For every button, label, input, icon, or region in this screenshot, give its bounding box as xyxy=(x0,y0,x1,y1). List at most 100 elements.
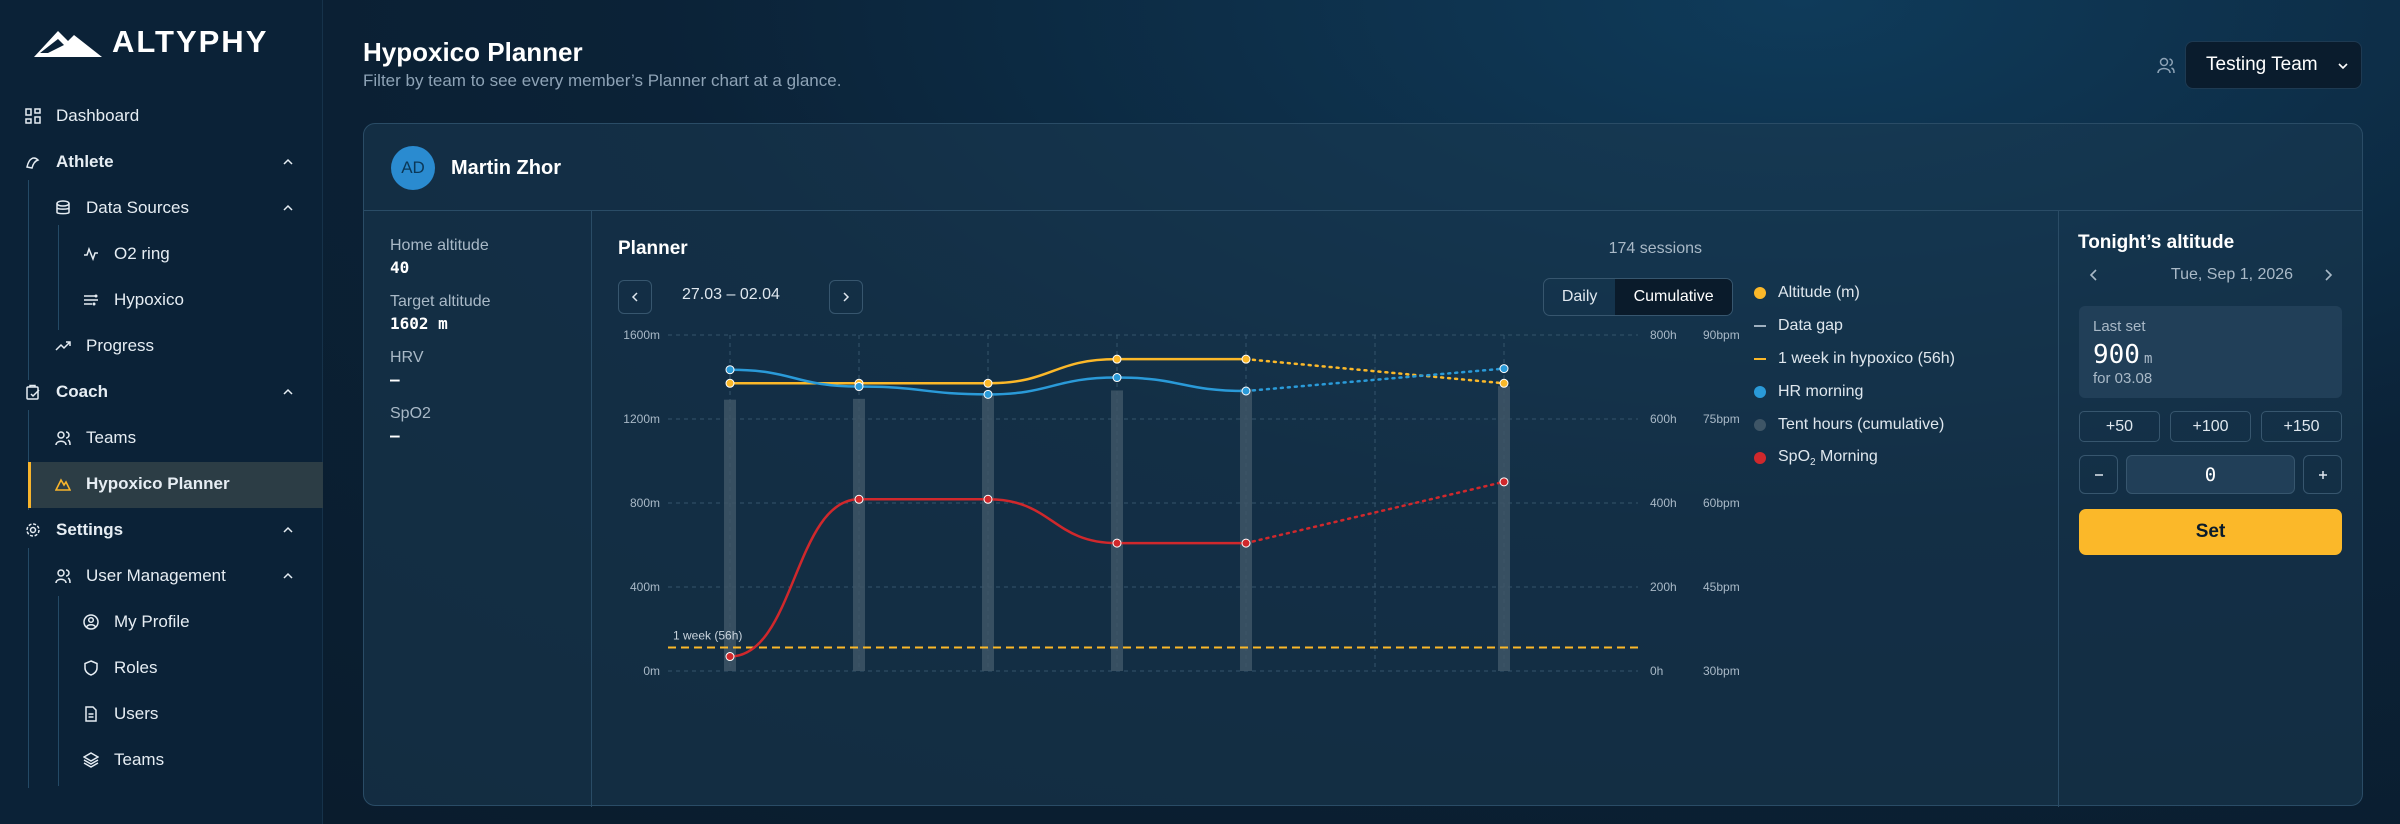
stat-value-home-altitude: 40 xyxy=(390,258,410,277)
sidebar-item-o2-ring[interactable]: O2 ring xyxy=(82,232,170,276)
y-tick-hours: 600h xyxy=(1650,412,1677,426)
stat-label-spo2: SpO2 xyxy=(390,405,431,422)
planner-chart: 1600m 1200m 800m 400m 0m 800h 600h 400h 200h 0h 90… xyxy=(623,328,1740,678)
sidebar-item-label: Users xyxy=(114,704,159,723)
database-icon xyxy=(54,199,72,217)
legend-label: Altitude (m) xyxy=(1778,284,1860,301)
series-point xyxy=(1499,364,1509,374)
add-50-button[interactable]: +50 xyxy=(2079,411,2160,442)
gear-icon xyxy=(24,521,42,539)
sidebar-item-users[interactable]: Users xyxy=(82,692,158,736)
legend-swatch xyxy=(1754,287,1766,299)
legend-altitude: Altitude (m) xyxy=(1754,282,1860,304)
tent-hours-bar xyxy=(982,393,994,671)
legend-swatch xyxy=(1754,452,1766,464)
series-point xyxy=(1241,354,1251,364)
add-100-button[interactable]: +100 xyxy=(2170,411,2251,442)
series-gap-line xyxy=(1244,367,1506,393)
series-point xyxy=(1112,354,1122,364)
chevron-up-icon xyxy=(283,158,293,165)
y-tick-hr: 30bpm xyxy=(1703,664,1740,678)
sliders-icon xyxy=(82,291,100,309)
add-150-button[interactable]: +150 xyxy=(2261,411,2342,442)
sidebar-item-data-sources[interactable]: Data Sources xyxy=(54,186,314,230)
y-tick-altitude: 400m xyxy=(630,580,660,594)
series-point xyxy=(1112,538,1122,548)
tree-line xyxy=(58,225,59,330)
stat-value-target-altitude: 1602 m xyxy=(390,314,448,333)
grid-icon xyxy=(24,107,42,125)
sidebar-section-athlete[interactable]: Athlete xyxy=(24,140,314,184)
athlete-icon xyxy=(24,153,42,171)
sidebar-section-coach[interactable]: Coach xyxy=(24,370,314,414)
sidebar-item-label: Dashboard xyxy=(56,106,140,125)
sidebar-item-teams[interactable]: Teams xyxy=(54,416,136,460)
toggle-daily[interactable]: Daily xyxy=(1561,288,1598,305)
series-gap-line xyxy=(1244,357,1506,385)
y-tick-altitude: 1600m xyxy=(623,328,660,342)
series-point xyxy=(725,365,735,375)
clipboard-icon xyxy=(24,383,42,401)
sidebar-item-teams-settings[interactable]: Teams xyxy=(82,738,164,782)
legend-target-week: 1 week in hypoxico (56h) xyxy=(1754,348,1955,370)
stat-label-hrv: HRV xyxy=(390,349,424,366)
sidebar-item-hypoxico-planner[interactable]: Hypoxico Planner xyxy=(54,462,230,506)
series-point xyxy=(725,652,735,662)
series-point xyxy=(854,382,864,392)
sidebar-item-roles[interactable]: Roles xyxy=(82,646,157,690)
minus-icon xyxy=(2094,473,2103,476)
sidebar-section-settings[interactable]: Settings xyxy=(24,508,314,552)
y-tick-hours: 0h xyxy=(1650,664,1663,678)
legend-swatch xyxy=(1754,386,1766,398)
series-point xyxy=(1499,477,1509,487)
series-point xyxy=(725,378,735,388)
altitude-stepper-value[interactable]: 0 xyxy=(2126,455,2295,494)
sidebar: ALTYPHY Dashboard Athlete Data Sources O… xyxy=(0,0,323,824)
legend-hr: HR morning xyxy=(1754,381,1863,403)
stat-label-home-altitude: Home altitude xyxy=(390,237,489,254)
avatar: AD xyxy=(391,146,435,190)
team-select-value: Testing Team xyxy=(2206,54,2318,75)
planner-title: Planner xyxy=(618,238,688,259)
chevron-left-icon xyxy=(631,292,638,302)
plus-icon xyxy=(2318,470,2327,479)
mountain-icon xyxy=(54,475,72,493)
sidebar-item-label: Coach xyxy=(56,382,108,401)
series-point xyxy=(983,389,993,399)
chevron-up-icon xyxy=(283,572,293,579)
y-tick-altitude: 800m xyxy=(630,496,660,510)
tree-line xyxy=(28,410,29,510)
mountain-logo-icon xyxy=(34,31,102,57)
last-set-date: for 03.08 xyxy=(2093,370,2153,387)
tree-line xyxy=(58,596,59,786)
sidebar-item-my-profile[interactable]: My Profile xyxy=(82,600,190,644)
set-button[interactable]: Set xyxy=(2079,509,2342,555)
tent-hours-bar xyxy=(724,399,736,671)
next-date-button[interactable] xyxy=(2320,267,2336,283)
legend-label: SpO2 Morning xyxy=(1778,447,1878,469)
chevron-down-icon xyxy=(2338,63,2348,70)
logo[interactable]: ALTYPHY xyxy=(34,24,268,60)
y-tick-altitude: 1200m xyxy=(623,412,660,426)
increment-button[interactable] xyxy=(2303,455,2342,494)
chevron-up-icon xyxy=(283,388,293,395)
tree-line xyxy=(28,548,29,788)
last-set-box: Last set 900 m for 03.08 xyxy=(2079,306,2342,398)
series-point xyxy=(983,378,993,388)
sidebar-item-dashboard[interactable]: Dashboard xyxy=(24,94,139,138)
next-range-button[interactable] xyxy=(829,280,863,314)
sidebar-item-user-management[interactable]: User Management xyxy=(54,554,314,598)
series-point xyxy=(1241,386,1251,396)
stat-label-target-altitude: Target altitude xyxy=(390,293,491,310)
sidebar-item-progress[interactable]: Progress xyxy=(54,324,154,368)
legend-swatch xyxy=(1754,419,1766,431)
decrement-button[interactable] xyxy=(2079,455,2118,494)
sidebar-item-label: User Management xyxy=(86,566,226,585)
sidebar-item-label: Data Sources xyxy=(86,198,189,217)
sidebar-item-hypoxico[interactable]: Hypoxico xyxy=(82,278,184,322)
prev-date-button[interactable] xyxy=(2086,267,2102,283)
prev-range-button[interactable] xyxy=(618,280,652,314)
toggle-cumulative[interactable]: Cumulative xyxy=(1615,279,1732,315)
team-select[interactable]: Testing Team xyxy=(2185,41,2362,89)
chevron-up-icon xyxy=(283,204,293,211)
